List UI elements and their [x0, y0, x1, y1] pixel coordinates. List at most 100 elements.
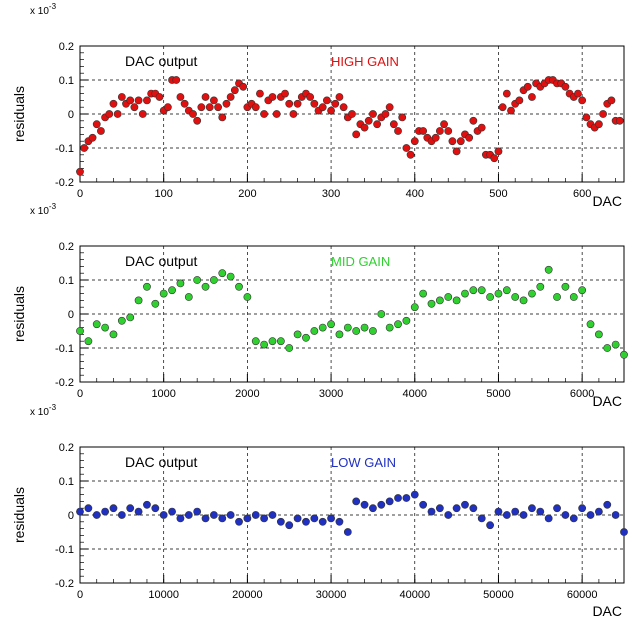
- data-point: [444, 127, 453, 135]
- x-tick-label: 40000: [399, 589, 430, 601]
- panel-label-dac-output: DAC output: [125, 253, 197, 269]
- data-point: [461, 500, 469, 509]
- data-point: [159, 289, 168, 298]
- y-tick-label: -0.2: [55, 578, 74, 590]
- data-point: [410, 303, 419, 312]
- data-point: [461, 289, 469, 298]
- data-point: [611, 340, 620, 349]
- panel-label-dac-output: DAC output: [125, 454, 197, 470]
- y-tick-label: 0.2: [59, 241, 74, 253]
- data-point: [377, 500, 386, 509]
- y-tick-label: 0.2: [59, 442, 74, 454]
- gain-label: MID GAIN: [331, 254, 390, 269]
- data-point: [126, 313, 135, 322]
- data-point: [184, 511, 193, 519]
- data-point: [189, 110, 197, 118]
- data-point: [431, 133, 440, 142]
- data-point: [117, 316, 126, 325]
- data-point: [293, 99, 302, 108]
- data-point: [452, 147, 461, 156]
- y-tick-label: 0.1: [59, 275, 74, 287]
- data-point: [339, 103, 348, 112]
- data-point: [435, 504, 444, 513]
- data-point: [603, 500, 612, 509]
- data-point: [528, 93, 536, 101]
- data-point: [109, 330, 118, 339]
- y-exponent-label: x 10-3: [30, 2, 57, 17]
- x-tick-label: 4000: [403, 388, 427, 400]
- x-axis-title: DAC: [592, 603, 622, 619]
- data-point: [394, 494, 402, 502]
- data-point: [172, 76, 181, 84]
- data-point: [586, 511, 595, 519]
- data-point: [201, 282, 210, 291]
- data-point: [235, 517, 243, 526]
- data-point: [490, 154, 499, 163]
- data-point: [578, 96, 587, 105]
- x-tick-label: 6000: [570, 388, 594, 400]
- data-point: [318, 517, 327, 526]
- data-point: [92, 511, 101, 519]
- data-point: [394, 320, 402, 329]
- data-point: [427, 507, 436, 516]
- data-point: [448, 137, 457, 146]
- data-point: [151, 504, 160, 513]
- data-point: [594, 120, 603, 129]
- data-point: [615, 116, 624, 125]
- data-point: [511, 293, 520, 301]
- data-point: [285, 344, 294, 352]
- data-point: [402, 494, 411, 502]
- data-point: [239, 82, 248, 91]
- data-point: [477, 286, 486, 295]
- data-point: [310, 99, 319, 108]
- y-tick-label: 0.2: [59, 41, 74, 53]
- data-point: [402, 144, 411, 152]
- data-point: [201, 514, 210, 523]
- data-point: [561, 82, 570, 91]
- x-tick-label: 1000: [151, 388, 175, 400]
- data-point: [302, 333, 310, 342]
- x-axis-title: DAC: [592, 193, 622, 209]
- data-point: [561, 282, 570, 291]
- data-point: [302, 517, 310, 526]
- gain-label: HIGH GAIN: [331, 54, 399, 69]
- data-point: [197, 103, 206, 112]
- data-point: [469, 286, 478, 295]
- data-point: [143, 96, 151, 105]
- data-point: [113, 110, 122, 118]
- data-point: [310, 327, 319, 335]
- y-tick-label: -0.1: [55, 343, 74, 355]
- y-tick-label: -0.1: [55, 544, 74, 556]
- data-point: [620, 350, 628, 359]
- data-point: [381, 110, 390, 118]
- data-point: [126, 96, 135, 105]
- data-point: [117, 93, 126, 101]
- data-point: [256, 89, 264, 98]
- data-point: [515, 96, 524, 105]
- x-tick-label: 600: [573, 188, 591, 200]
- data-point: [268, 93, 277, 101]
- data-point: [369, 504, 377, 513]
- data-point: [214, 103, 222, 112]
- data-point: [569, 293, 578, 301]
- chart-panel: 0.20.10-0.1-0.20 10000 20000 30000 40000 5000…: [11, 403, 628, 619]
- x-tick-label: 60000: [567, 589, 598, 601]
- data-point: [289, 110, 298, 118]
- data-point: [444, 511, 453, 519]
- data-point: [410, 137, 419, 146]
- data-point: [176, 514, 185, 523]
- data-point: [210, 276, 218, 284]
- data-point: [318, 103, 327, 112]
- data-point: [205, 103, 214, 112]
- data-point: [243, 514, 252, 523]
- data-point: [352, 130, 361, 139]
- data-point: [574, 89, 582, 98]
- data-point: [331, 99, 340, 108]
- data-point: [348, 110, 356, 118]
- y-axis-title: residuals: [11, 487, 27, 543]
- data-point: [360, 323, 369, 332]
- data-point: [276, 517, 285, 526]
- data-point: [523, 82, 532, 91]
- exponent-power: -3: [49, 202, 57, 211]
